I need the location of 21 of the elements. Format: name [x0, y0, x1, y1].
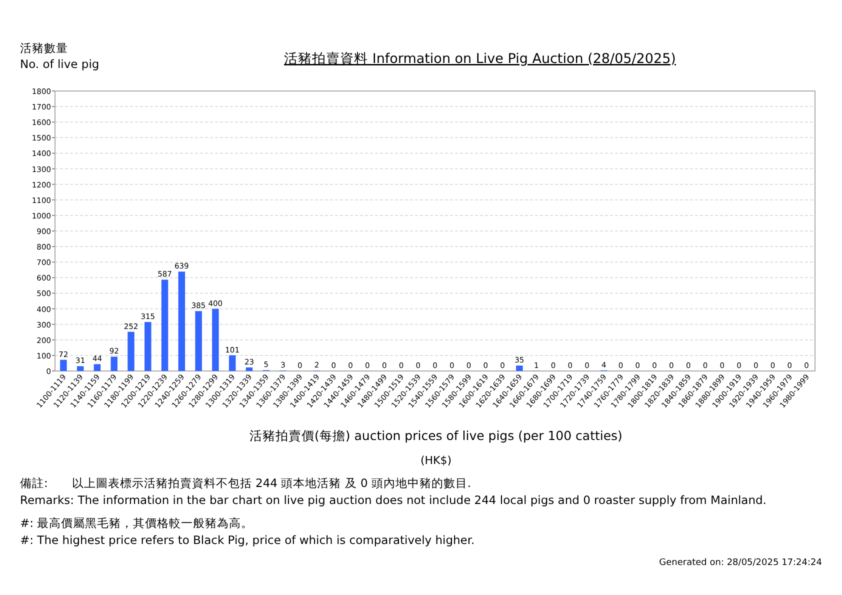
text: Remarks: The information in the bar chart on live pig auction does not include 244 local pigs and 0 roaster supply from Mainland.	[20, 493, 766, 507]
bar	[178, 272, 186, 371]
bar	[212, 308, 219, 371]
bar	[516, 366, 523, 371]
text: Generated on: 28/05/2025 17:24:24	[659, 558, 822, 568]
text: 備註: 以上圖表標示活豬拍賣資料不包括 244 頭本地活豬 及 0 頭內地中豬的數目.	[20, 476, 472, 490]
text: #: 最高價屬黑毛豬，其價格較一般豬為高。	[20, 516, 254, 530]
chart-title: 活豬拍賣資料 Information on Live Pig Auction (28/05/2025)	[284, 51, 676, 67]
y-axis-title: 活豬數量 No. of live pig	[20, 41, 100, 71]
bar	[246, 367, 253, 371]
bar	[161, 280, 168, 371]
bar	[128, 332, 134, 371]
bar	[195, 311, 202, 371]
bar	[76, 366, 84, 371]
bar	[110, 356, 118, 371]
x-axis-title: 活豬拍賣價(每擔) auction prices of live pigs (per 100 catties) (HK$)	[250, 428, 622, 467]
text: #: The highest price refers to Black Pig, price of which is comparatively higher.	[20, 533, 475, 547]
bar	[94, 364, 101, 371]
bar	[60, 360, 67, 371]
bar	[228, 355, 236, 371]
bar	[144, 322, 152, 371]
